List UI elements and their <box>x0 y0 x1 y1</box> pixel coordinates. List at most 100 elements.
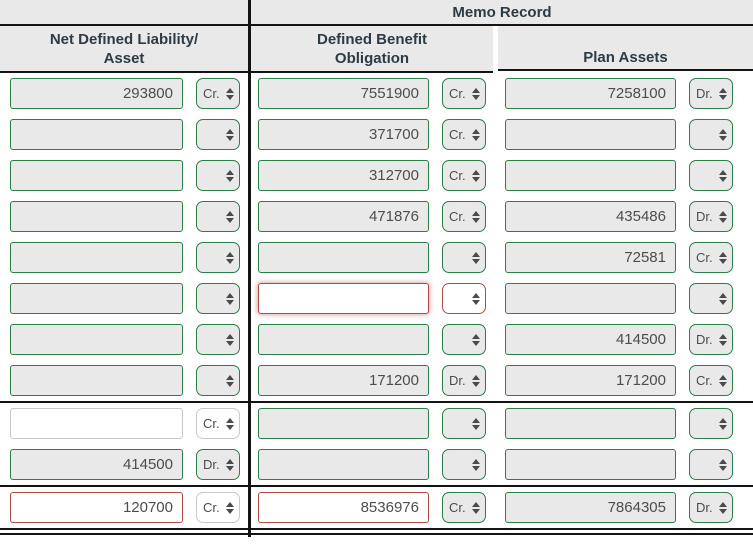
debit-credit-select[interactable] <box>442 283 486 314</box>
spinner-arrows-icon <box>226 292 234 305</box>
spinner-arrows-icon <box>472 251 480 264</box>
debit-credit-select[interactable]: Cr. <box>689 365 733 396</box>
amount-input[interactable] <box>258 283 429 314</box>
debit-credit-select[interactable] <box>689 160 733 191</box>
debit-credit-select[interactable] <box>689 408 733 439</box>
cell: Cr. <box>498 360 753 401</box>
column-header-line: Obligation <box>334 49 410 67</box>
debit-credit-select[interactable]: Cr. <box>689 242 733 273</box>
debit-credit-select[interactable]: Dr. <box>689 324 733 355</box>
debit-credit-select[interactable]: Cr. <box>442 492 486 523</box>
column-header-defined-benefit-obligation: Defined Benefit Obligation <box>251 26 493 73</box>
debit-credit-select[interactable] <box>442 408 486 439</box>
amount-input[interactable] <box>10 492 183 523</box>
amount-input[interactable] <box>505 160 676 191</box>
debit-credit-select[interactable] <box>442 324 486 355</box>
debit-credit-select[interactable] <box>196 365 240 396</box>
amount-input[interactable] <box>258 365 429 396</box>
debit-credit-select[interactable] <box>442 242 486 273</box>
cell: Cr. <box>251 114 493 155</box>
debit-credit-value: Cr. <box>203 86 220 101</box>
amount-input[interactable] <box>10 408 183 439</box>
amount-input[interactable] <box>505 119 676 150</box>
debit-credit-select[interactable] <box>196 324 240 355</box>
debit-credit-select[interactable] <box>196 283 240 314</box>
amount-input[interactable] <box>258 242 429 273</box>
amount-input[interactable] <box>10 242 183 273</box>
debit-credit-select[interactable]: Cr. <box>442 78 486 109</box>
column-header-line: Asset <box>103 49 145 67</box>
amount-input[interactable] <box>505 492 676 523</box>
amount-input[interactable] <box>505 283 676 314</box>
debit-credit-value: Cr. <box>696 250 713 265</box>
amount-input[interactable] <box>505 365 676 396</box>
debit-credit-select[interactable]: Cr. <box>196 492 240 523</box>
cell <box>0 196 248 237</box>
spinner-arrows-icon <box>472 333 480 346</box>
amount-input[interactable] <box>10 324 183 355</box>
debit-credit-select[interactable]: Cr. <box>442 201 486 232</box>
debit-credit-select[interactable]: Dr. <box>442 365 486 396</box>
debit-credit-select[interactable] <box>689 283 733 314</box>
amount-input[interactable] <box>258 201 429 232</box>
column-header-net-defined-liability: Net Defined Liability/ Asset <box>0 26 248 73</box>
amount-input[interactable] <box>258 449 429 480</box>
amount-input[interactable] <box>10 119 183 150</box>
debit-credit-select[interactable] <box>196 119 240 150</box>
amount-input[interactable] <box>505 242 676 273</box>
debit-credit-select[interactable]: Cr. <box>196 78 240 109</box>
cell: Dr. <box>251 360 493 401</box>
amount-input[interactable] <box>258 492 429 523</box>
debit-credit-select[interactable]: Cr. <box>196 408 240 439</box>
debit-credit-select[interactable]: Dr. <box>196 449 240 480</box>
amount-input[interactable] <box>505 408 676 439</box>
cell: Dr. <box>498 487 753 528</box>
debit-credit-value: Cr. <box>696 373 713 388</box>
table-row: Cr. Cr. Dr. <box>0 487 753 528</box>
debit-credit-select[interactable] <box>196 242 240 273</box>
amount-input[interactable] <box>505 201 676 232</box>
amount-input[interactable] <box>10 201 183 232</box>
debit-credit-select[interactable] <box>689 449 733 480</box>
spinner-arrows-icon <box>472 128 480 141</box>
debit-credit-select[interactable] <box>442 449 486 480</box>
amount-input[interactable] <box>505 449 676 480</box>
debit-credit-select[interactable]: Dr. <box>689 78 733 109</box>
table-row: Cr. Cr. Dr. <box>0 73 753 114</box>
amount-input[interactable] <box>505 324 676 355</box>
debit-credit-select[interactable]: Dr. <box>689 492 733 523</box>
debit-credit-select[interactable] <box>196 160 240 191</box>
amount-input[interactable] <box>505 78 676 109</box>
debit-credit-select[interactable]: Cr. <box>442 119 486 150</box>
spinner-arrows-icon <box>719 169 727 182</box>
amount-input[interactable] <box>258 78 429 109</box>
spinner-arrows-icon <box>226 87 234 100</box>
amount-input[interactable] <box>258 160 429 191</box>
cell: Cr. <box>251 487 493 528</box>
cell <box>251 403 493 444</box>
cell <box>251 319 493 360</box>
amount-input[interactable] <box>258 324 429 355</box>
table-row: Dr. <box>0 319 753 360</box>
cell <box>498 155 753 196</box>
debit-credit-value: Cr. <box>203 416 220 431</box>
amount-input[interactable] <box>10 78 183 109</box>
amount-input[interactable] <box>258 408 429 439</box>
amount-input[interactable] <box>258 119 429 150</box>
debit-credit-select[interactable] <box>196 201 240 232</box>
amount-input[interactable] <box>10 449 183 480</box>
debit-credit-select[interactable]: Cr. <box>442 160 486 191</box>
amount-input[interactable] <box>10 283 183 314</box>
debit-credit-value: Dr. <box>696 500 713 515</box>
amount-input[interactable] <box>10 160 183 191</box>
spinner-arrows-icon <box>719 458 727 471</box>
table-row <box>0 278 753 319</box>
debit-credit-value: Cr. <box>449 168 466 183</box>
debit-credit-select[interactable]: Dr. <box>689 201 733 232</box>
cell: Dr. <box>498 319 753 360</box>
amount-input[interactable] <box>10 365 183 396</box>
table-row: Cr. <box>0 403 753 444</box>
spinner-arrows-icon <box>719 87 727 100</box>
debit-credit-select[interactable] <box>689 119 733 150</box>
spinner-arrows-icon <box>719 251 727 264</box>
